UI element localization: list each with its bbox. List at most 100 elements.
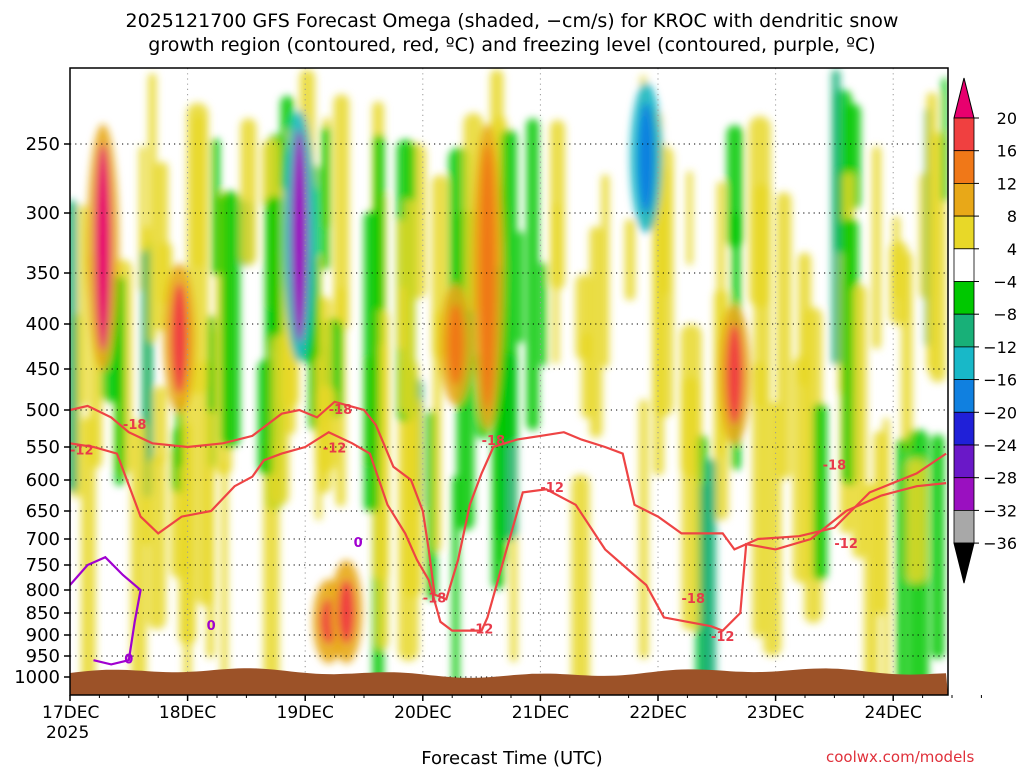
omega-streak: [872, 146, 881, 349]
colorbar-label: −32: [983, 501, 1017, 520]
colorbar-segment: [953, 346, 975, 380]
y-tick-label: 850: [26, 603, 60, 624]
colorbar-segment: [953, 444, 975, 479]
isotherm-label: -18: [423, 591, 447, 606]
isotherm--12: [70, 430, 947, 632]
isotherm-label: -18: [482, 434, 506, 449]
omega-core: [638, 102, 655, 213]
isotherm-label: -18: [682, 592, 706, 607]
chart-title-line2: growth region (contoured, red, ºC) and f…: [148, 34, 876, 56]
colorbar-label: −28: [983, 469, 1017, 488]
omega-streak: [397, 219, 406, 350]
omega-streak: [81, 416, 96, 695]
omega-streak: [926, 92, 937, 373]
isotherm-label: -12: [711, 630, 735, 645]
terrain-ground: [70, 668, 948, 695]
x-tick-label: 21DEC: [512, 703, 569, 723]
isotherm-label: -12: [323, 441, 347, 456]
omega-streak: [763, 402, 782, 657]
omega-streak: [639, 399, 649, 659]
omega-streak: [892, 216, 900, 299]
omega-core: [338, 580, 355, 644]
isotherm-label: -12: [70, 443, 94, 458]
omega-core: [171, 283, 188, 394]
y-tick-label: 550: [26, 437, 60, 458]
omega-streak: [931, 434, 945, 659]
omega-streak: [601, 174, 610, 368]
colorbar-segment: [953, 313, 975, 348]
omega-core: [291, 130, 308, 342]
omega-streak: [261, 138, 282, 210]
omega-streak: [78, 204, 87, 407]
omega-streak: [148, 73, 157, 343]
omega-streak: [852, 284, 868, 559]
colorbar-segment: [953, 509, 975, 544]
y-tick-label: 450: [26, 359, 60, 380]
colorbar-segment: [953, 379, 975, 413]
omega-streak: [315, 296, 332, 494]
omega-streak: [896, 438, 908, 686]
isotherm-contours: -18 -12 -18 -12 -18 -12 -18 -12 -18 -12 -12 -18 0 0 0: [70, 400, 947, 667]
y-tick-label: 800: [26, 580, 60, 601]
omega-core: [479, 144, 496, 410]
grid-lines: [70, 68, 948, 695]
x-axis: 17DEC 18DEC 19DEC 20DEC 21DEC 22DEC 23DEC 24DEC…: [42, 695, 982, 743]
colorbar-label: 16: [997, 142, 1017, 161]
colorbar-label: 8: [1007, 207, 1017, 226]
omega-streak: [321, 126, 330, 271]
omega-streak: [624, 218, 636, 301]
y-tick-label: 500: [26, 400, 60, 421]
omega-field: [70, 69, 948, 695]
omega-streak: [405, 198, 416, 518]
colorbar-segment: [953, 248, 975, 282]
omega-streak: [363, 210, 380, 513]
colorbar-label: −4: [993, 273, 1017, 292]
omega-streak: [883, 417, 890, 695]
omega-streak: [263, 440, 280, 695]
isotherm-label: -12: [470, 623, 494, 638]
y-tick-label: 600: [26, 470, 60, 491]
isotherm-label: -12: [540, 481, 564, 496]
omega-core: [447, 303, 464, 386]
omega-streak: [906, 458, 926, 583]
colorbar-label: 4: [1007, 240, 1017, 259]
y-tick-label: 400: [26, 314, 60, 335]
omega-streak: [220, 190, 241, 449]
y-tick-label: 300: [26, 203, 60, 224]
colorbar-label: −16: [983, 371, 1017, 390]
x-year-label: 2025: [46, 723, 89, 743]
omega-streak: [433, 311, 442, 551]
y-tick-label: 250: [26, 134, 60, 155]
colorbar: 20 16 12 8 4 −4 −8 −12 −16 −20 −24 −28 −32 −36: [953, 77, 1017, 584]
omega-core: [94, 144, 111, 351]
credit-link[interactable]: coolwx.com/models: [826, 748, 975, 766]
y-tick-label: 700: [26, 529, 60, 550]
omega-streak: [206, 410, 215, 659]
colorbar-label: −20: [983, 403, 1017, 422]
omega-streak: [175, 400, 183, 468]
omega-streak: [155, 161, 169, 331]
omega-streak: [700, 483, 711, 677]
omega-streak: [501, 129, 518, 445]
omega-streak: [941, 77, 948, 202]
colorbar-segment: [953, 150, 975, 184]
omega-streak: [792, 356, 811, 583]
y-tick-label: 350: [26, 263, 60, 284]
y-tick-label: 950: [26, 646, 60, 667]
x-tick-label: 22DEC: [629, 703, 686, 723]
terrain: [70, 668, 948, 695]
colorbar-segment: [953, 411, 975, 446]
isotherm-label: -12: [834, 537, 858, 552]
omega-streak: [539, 262, 547, 367]
omega-streak: [376, 344, 389, 649]
omega-streak: [147, 456, 167, 630]
omega-streak: [153, 385, 168, 465]
isotherm-0: [70, 555, 142, 666]
omega-streak: [517, 231, 524, 343]
isotherm-label: -18: [823, 458, 847, 473]
isotherm-label: 0: [354, 536, 363, 551]
y-tick-label: 1000: [14, 667, 60, 688]
x-tick-label: 24DEC: [865, 703, 922, 723]
omega-streak: [681, 377, 700, 631]
